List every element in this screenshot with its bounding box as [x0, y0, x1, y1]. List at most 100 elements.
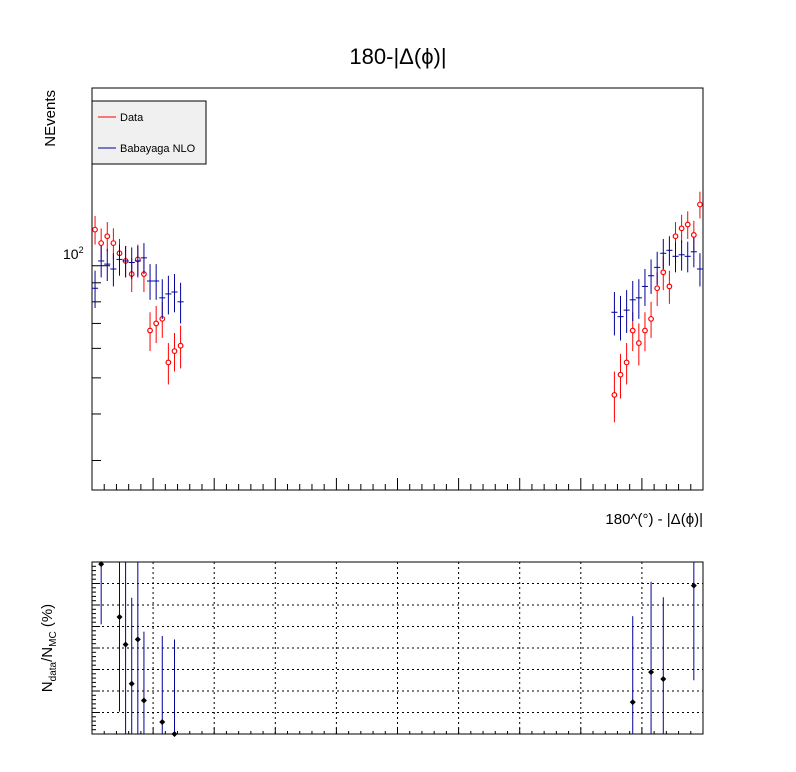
data-marker: [629, 327, 636, 334]
mc-point: [678, 240, 685, 271]
legend-box: [91, 100, 207, 165]
mc-point: [684, 241, 691, 273]
ratio-point: [690, 562, 697, 681]
mc-point: [654, 251, 661, 285]
ratio-point: [171, 639, 178, 737]
mc-point: [623, 290, 630, 333]
data-marker: [153, 320, 160, 327]
data-point: [642, 312, 648, 352]
mc-point: [128, 247, 135, 280]
main-x-axis-label: 180^(°) - |Δ(ϕ)|: [605, 511, 703, 528]
ratio-marker: [629, 699, 636, 706]
data-marker: [642, 327, 648, 334]
legend-mc-label: Babayaga NLO: [120, 143, 196, 155]
mc-point: [110, 253, 117, 287]
mc-point: [116, 244, 123, 276]
mc-point: [140, 243, 147, 275]
main-series-layer: [92, 191, 703, 423]
data-point: [165, 343, 172, 385]
mc-point: [660, 238, 667, 269]
ratio-marker: [159, 718, 166, 725]
ratio-point: [134, 562, 141, 734]
ratio-point: [116, 562, 123, 712]
mc-point: [92, 270, 99, 309]
main-x-axis: [91, 478, 704, 490]
ratio-y-axis-label: Ndata/NMC (%): [39, 604, 59, 692]
ratio-point: [140, 631, 147, 734]
mc-point: [690, 237, 697, 268]
data-marker: [177, 342, 184, 349]
data-marker: [697, 201, 703, 208]
data-marker: [165, 359, 172, 366]
mc-point: [171, 274, 178, 313]
mc-point: [98, 245, 105, 278]
ratio-point: [98, 561, 105, 625]
mc-point: [617, 295, 624, 341]
data-point: [92, 215, 98, 245]
ratio-point: [159, 635, 166, 734]
ratio-marker: [648, 669, 655, 676]
ratio-marker: [116, 614, 123, 621]
data-marker: [110, 240, 117, 247]
ratio-point: [648, 581, 655, 734]
data-point: [635, 323, 642, 366]
mc-point: [177, 282, 184, 324]
ratio-point: [629, 616, 636, 734]
data-marker: [147, 327, 153, 334]
data-point: [153, 305, 160, 344]
data-marker: [623, 359, 630, 366]
mc-point: [648, 259, 655, 294]
mc-point: [134, 245, 141, 278]
mc-point: [635, 279, 642, 319]
ratio-marker: [660, 675, 667, 682]
data-point: [171, 332, 178, 372]
main-title: 180-|Δ(ϕ)|: [349, 44, 446, 69]
legend: Data Babayaga NLO: [91, 100, 207, 165]
ratio-marker: [140, 697, 147, 704]
data-point: [684, 211, 691, 239]
data-marker: [92, 226, 98, 233]
data-point: [666, 270, 673, 304]
data-marker: [611, 392, 618, 398]
ratio-marker: [134, 636, 141, 643]
mc-point: [104, 248, 111, 281]
data-point: [648, 301, 654, 338]
ratio-x-axis: [91, 728, 704, 734]
data-marker: [678, 225, 685, 232]
data-marker: [648, 315, 654, 322]
mc-point: [165, 275, 172, 315]
ratio-grid: [92, 562, 703, 734]
data-point: [697, 191, 703, 219]
data-marker: [635, 340, 642, 346]
data-marker: [660, 269, 667, 276]
mc-point: [153, 264, 160, 300]
ratio-marker: [171, 731, 178, 737]
data-marker: [690, 231, 697, 238]
ratio-point: [128, 597, 135, 734]
main-y-tick-label: 102: [63, 245, 84, 262]
data-marker: [617, 371, 624, 378]
mc-point: [696, 253, 703, 287]
ratio-point: [660, 597, 667, 734]
data-point: [177, 325, 184, 369]
data-marker: [104, 233, 111, 240]
ratio-y-axis: [92, 561, 100, 735]
mc-point: [672, 241, 679, 273]
mc-point: [122, 245, 129, 278]
mc-point: [666, 236, 673, 266]
data-marker: [672, 233, 679, 240]
mc-point: [629, 280, 636, 322]
ratio-marker: [128, 680, 135, 687]
ratio-point: [122, 562, 129, 734]
data-point: [678, 214, 685, 244]
data-marker: [654, 285, 661, 292]
data-marker: [684, 221, 691, 228]
mc-point: [641, 268, 649, 306]
ratio-marker: [122, 641, 129, 648]
data-point: [623, 343, 630, 385]
main-y-axis-label: NEvents: [42, 90, 59, 147]
mc-point: [611, 292, 618, 336]
ratio-marker: [98, 561, 105, 568]
ratio-marker: [690, 582, 697, 589]
